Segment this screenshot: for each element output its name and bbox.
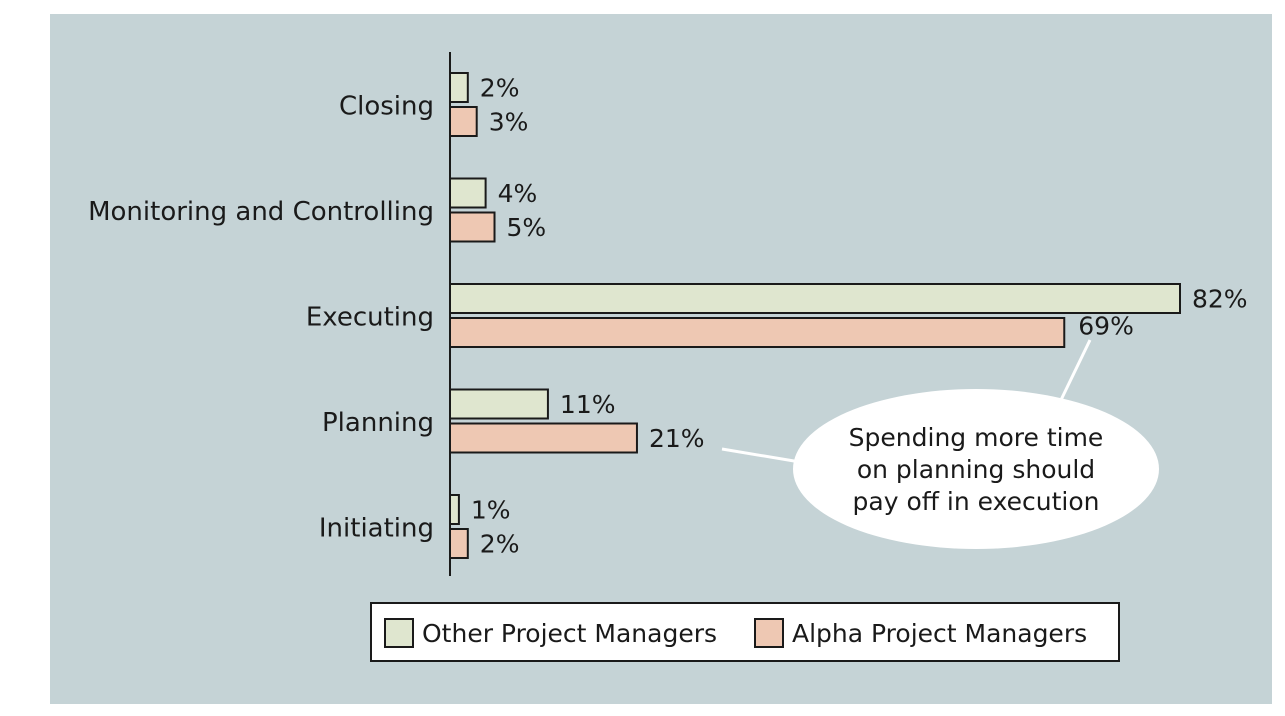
category-label-initiating: Initiating <box>319 514 434 544</box>
bar-closing-alpha <box>449 106 478 137</box>
value-label-planning-other: 11% <box>560 390 616 419</box>
value-label-monitoring-and-controlling-other: 4% <box>498 179 538 208</box>
bar-executing-alpha <box>449 317 1066 348</box>
category-label-planning: Planning <box>322 408 434 438</box>
value-label-executing-other: 82% <box>1192 285 1248 314</box>
bars-group <box>449 72 1181 559</box>
callout-line-2: on planning should <box>857 455 1095 484</box>
bar-planning-other <box>449 388 549 420</box>
value-label-initiating-other: 1% <box>471 496 511 525</box>
legend-swatch-alpha <box>754 618 784 648</box>
bar-executing-other <box>449 283 1181 314</box>
callout-pointer-planning <box>721 447 801 464</box>
bar-monitoring-and-controlling-alpha <box>449 211 496 243</box>
legend-label-alpha: Alpha Project Managers <box>792 619 1087 648</box>
category-label-closing: Closing <box>339 92 434 122</box>
callout-line-1: Spending more time <box>849 423 1104 452</box>
value-labels: 2% 3% 4% 5% 82% 69% 11% 21% 1% 2% <box>471 74 1248 559</box>
value-label-planning-alpha: 21% <box>649 424 705 453</box>
value-label-closing-other: 2% <box>480 74 520 103</box>
bar-monitoring-and-controlling-other <box>449 177 487 209</box>
value-label-executing-alpha: 69% <box>1078 312 1134 341</box>
chart-background <box>50 14 1272 704</box>
category-label-executing: Executing <box>306 303 434 333</box>
legend-swatch-other <box>384 618 414 648</box>
bar-initiating-alpha <box>449 528 469 559</box>
legend: Other Project Managers Alpha Project Man… <box>370 602 1120 662</box>
value-label-closing-alpha: 3% <box>489 108 529 137</box>
bar-closing-other <box>449 72 469 103</box>
callout-pointer-executing <box>1058 339 1092 403</box>
value-label-monitoring-and-controlling-alpha: 5% <box>507 213 547 242</box>
category-labels: Closing Monitoring and Controlling Executi… <box>88 92 434 544</box>
legend-box <box>370 602 1120 662</box>
bar-initiating-other <box>449 494 460 525</box>
callout: Spending more time on planning should pa… <box>721 339 1159 549</box>
value-label-initiating-alpha: 2% <box>480 530 520 559</box>
bar-planning-alpha <box>449 422 638 454</box>
callout-line-3: pay off in execution <box>853 487 1100 516</box>
category-label-monitoring-and-controlling: Monitoring and Controlling <box>88 197 434 227</box>
callout-bubble <box>793 389 1159 549</box>
legend-label-other: Other Project Managers <box>422 619 717 648</box>
